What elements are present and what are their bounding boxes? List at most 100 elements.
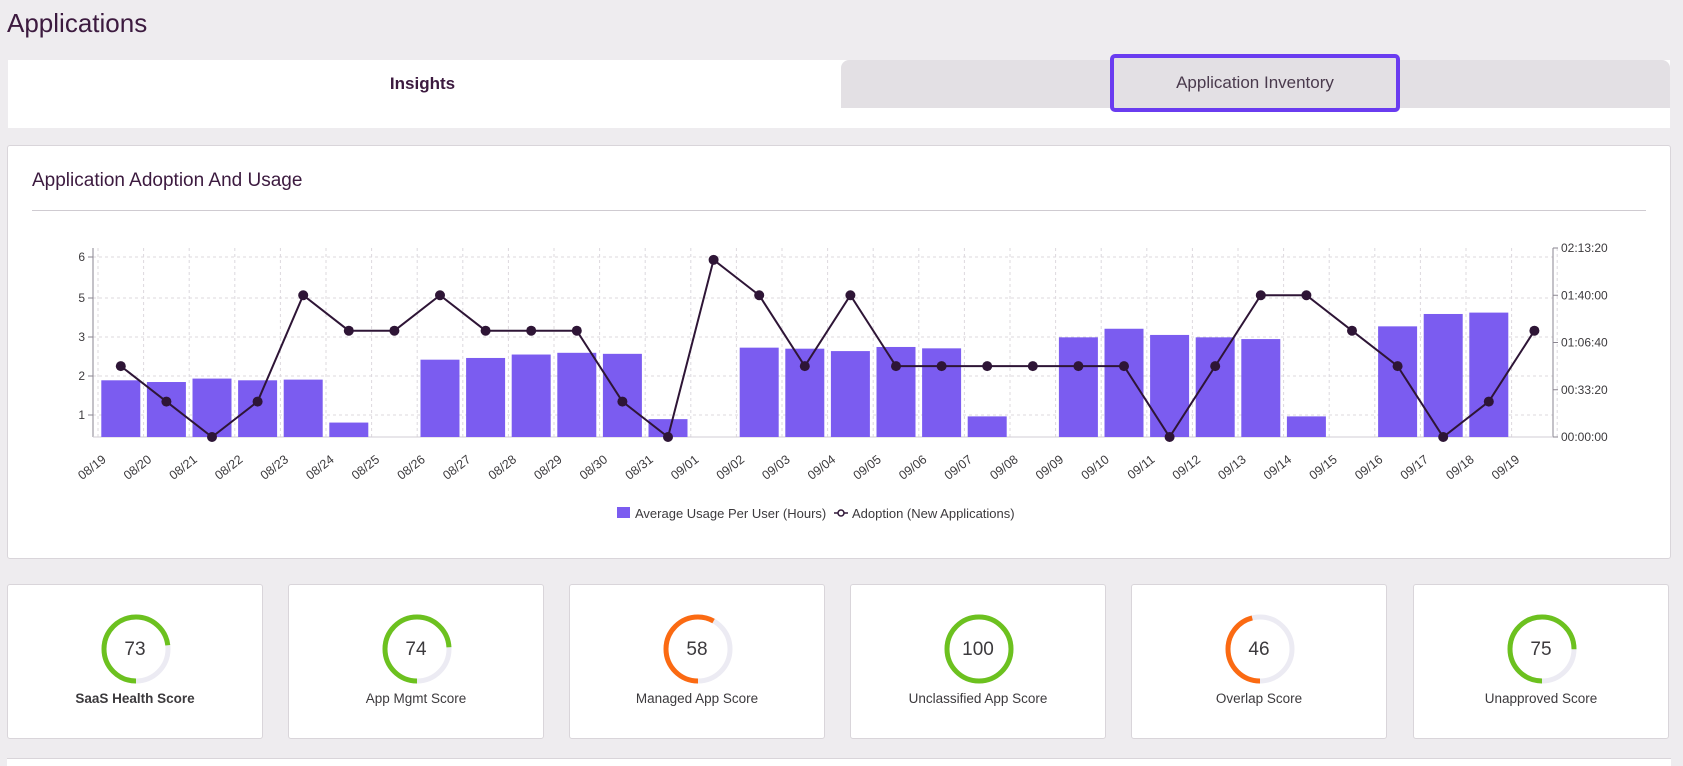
- tab-application-inventory[interactable]: Application Inventory: [841, 54, 1670, 112]
- adoption-point[interactable]: [1483, 396, 1494, 407]
- x-tick-label: 08/21: [167, 452, 200, 482]
- right-tick-label: 01:06:40: [1561, 336, 1608, 350]
- score-gauge: [1507, 614, 1577, 684]
- adoption-usage-chart: 1 2 3 5 6 00:00:00 00:33:20 01:06:40 01:40:00 02:…: [75, 241, 1608, 521]
- left-tick-label: 1: [78, 408, 85, 422]
- x-tick-label: 09/07: [942, 452, 975, 482]
- bar-usage[interactable]: [420, 359, 460, 437]
- adoption-usage-card: Application Adoption And Usage 1 2 3 5 6 00:0…: [7, 145, 1671, 559]
- tab-insights[interactable]: Insights: [8, 60, 837, 108]
- bar-usage[interactable]: [238, 380, 278, 437]
- adoption-point[interactable]: [1347, 325, 1357, 336]
- x-tick-label: 09/01: [668, 452, 701, 482]
- legend-line-marker: [837, 509, 845, 517]
- adoption-point[interactable]: [617, 396, 628, 407]
- bar-usage[interactable]: [192, 378, 232, 437]
- adoption-point[interactable]: [1255, 290, 1266, 301]
- score-card[interactable]: 73 SaaS Health Score: [7, 584, 263, 739]
- adoption-point[interactable]: [343, 325, 354, 336]
- tab-focus-ring[interactable]: Application Inventory: [1110, 54, 1400, 112]
- bar-usage[interactable]: [101, 380, 141, 437]
- score-gauge: [101, 614, 171, 684]
- score-gauge-fill: [1507, 614, 1577, 684]
- adoption-point[interactable]: [571, 325, 582, 336]
- x-tick-label: 08/24: [303, 452, 336, 482]
- bar-usage[interactable]: [830, 351, 870, 437]
- right-tick-label: 00:33:20: [1561, 383, 1608, 397]
- adoption-point[interactable]: [1438, 432, 1449, 442]
- bar-usage[interactable]: [1241, 339, 1281, 437]
- bar-usage[interactable]: [511, 354, 551, 437]
- score-card[interactable]: 75 Unapproved Score: [1413, 584, 1669, 739]
- adoption-point[interactable]: [1210, 361, 1221, 372]
- next-section-edge: [7, 758, 1671, 766]
- bar-usage[interactable]: [648, 419, 688, 437]
- adoption-point[interactable]: [1301, 290, 1312, 301]
- adoption-point[interactable]: [845, 290, 856, 301]
- bar-usage[interactable]: [329, 422, 369, 437]
- adoption-point[interactable]: [891, 361, 901, 372]
- bar-usage[interactable]: [557, 352, 597, 437]
- adoption-point[interactable]: [298, 290, 309, 301]
- bar-usage[interactable]: [1058, 337, 1098, 437]
- bar-usage[interactable]: [967, 416, 1007, 437]
- score-card[interactable]: 74 App Mgmt Score: [288, 584, 544, 739]
- bar-usage[interactable]: [1469, 312, 1509, 437]
- bar-usage[interactable]: [1104, 328, 1144, 437]
- x-tick-label: 09/05: [851, 452, 884, 482]
- bar-usage[interactable]: [876, 346, 916, 437]
- bar-usage[interactable]: [283, 379, 323, 437]
- bar-usage[interactable]: [1423, 313, 1463, 437]
- adoption-point[interactable]: [526, 325, 537, 336]
- bar-usage[interactable]: [739, 347, 779, 437]
- score-label: Managed App Score: [635, 691, 759, 706]
- adoption-point[interactable]: [663, 432, 673, 442]
- score-value: 75: [1530, 639, 1552, 660]
- score-value: 46: [1248, 639, 1270, 660]
- score-gauge-fill: [101, 614, 171, 684]
- adoption-point[interactable]: [799, 361, 810, 372]
- x-tick-label: 09/06: [896, 452, 929, 482]
- left-tick-label: 3: [78, 330, 85, 344]
- adoption-point[interactable]: [115, 361, 126, 372]
- x-tick-label: 08/30: [577, 452, 610, 482]
- adoption-point[interactable]: [389, 325, 400, 336]
- legend-adoption-label[interactable]: Adoption (New Applications): [852, 506, 1015, 521]
- bar-usage[interactable]: [602, 353, 642, 437]
- adoption-point[interactable]: [252, 396, 263, 407]
- adoption-point[interactable]: [754, 290, 765, 301]
- adoption-point[interactable]: [161, 396, 172, 407]
- adoption-line: [120, 258, 1536, 439]
- score-card[interactable]: 46 Overlap Score: [1131, 584, 1387, 739]
- bar-usage[interactable]: [1378, 326, 1418, 437]
- score-card[interactable]: 58 Managed App Score: [569, 584, 825, 739]
- score-label: SaaS Health Score: [75, 691, 195, 706]
- x-tick-label: 08/19: [75, 452, 108, 482]
- adoption-point[interactable]: [1119, 361, 1129, 372]
- adoption-point[interactable]: [982, 361, 993, 372]
- x-tick-label: 08/23: [258, 452, 291, 482]
- x-tick-label: 09/17: [1398, 452, 1431, 482]
- adoption-point[interactable]: [480, 325, 491, 336]
- bar-usage[interactable]: [1286, 416, 1326, 437]
- score-card[interactable]: 100 Unclassified App Score: [850, 584, 1106, 739]
- adoption-point[interactable]: [1073, 361, 1084, 372]
- adoption-point[interactable]: [1164, 432, 1175, 442]
- adoption-point[interactable]: [1392, 361, 1403, 372]
- x-tick-label: 09/11: [1125, 452, 1158, 482]
- adoption-point[interactable]: [435, 290, 445, 301]
- adoption-point[interactable]: [708, 254, 719, 265]
- chart-legend: Average Usage Per User (Hours) Adoption (…: [617, 506, 1015, 521]
- adoption-point[interactable]: [1529, 325, 1540, 336]
- x-tick-label: 08/27: [440, 452, 473, 482]
- bar-usage[interactable]: [1150, 334, 1190, 437]
- legend-usage-label[interactable]: Average Usage Per User (Hours): [635, 506, 826, 521]
- adoption-point[interactable]: [1027, 361, 1038, 372]
- adoption-point[interactable]: [207, 432, 217, 442]
- x-tick-label: 09/14: [1261, 452, 1294, 482]
- score-gauge-fill: [382, 614, 452, 684]
- x-tick-label: 08/26: [395, 452, 428, 482]
- bar-usage[interactable]: [466, 357, 506, 437]
- adoption-point[interactable]: [936, 361, 947, 372]
- right-tick-label: 01:40:00: [1561, 288, 1608, 302]
